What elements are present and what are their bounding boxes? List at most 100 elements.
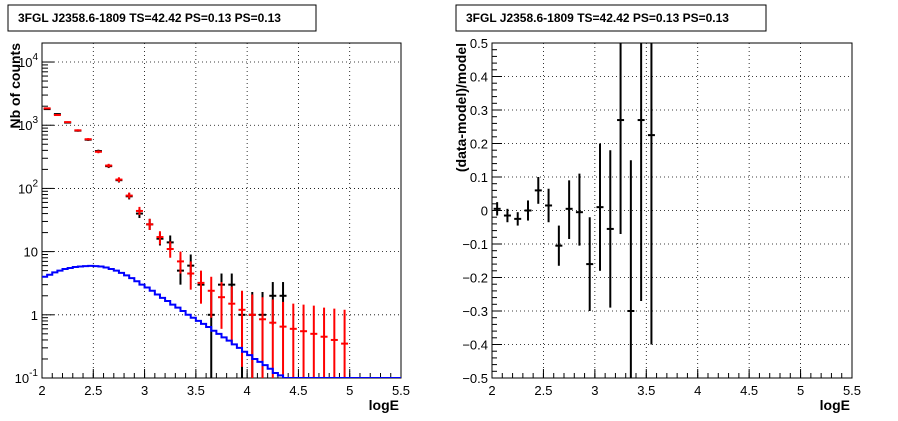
data-point [156,231,164,245]
y-tick-label: 102 [18,178,38,196]
data-point [493,202,501,216]
data-point [187,261,195,290]
data-point [207,276,215,318]
y-tick-base: 1 [31,308,38,323]
data-point [269,299,277,378]
y-tick-base: 10 [18,181,32,196]
data-point [575,173,583,246]
y-tick-label: 0.1 [470,170,488,185]
data-point [534,177,542,204]
data-point [647,43,655,345]
y-tick-exponent: 3 [32,115,38,126]
data-point [514,212,522,226]
data-point [586,217,594,311]
x-tick-label: 3.5 [187,383,205,398]
data-point [545,188,553,223]
y-tick-label: 0.5 [470,36,488,51]
x-tick-label: 5.5 [392,383,410,398]
x-tick-label: 4 [694,383,701,398]
data-point [341,309,349,378]
data-point [300,304,308,378]
x-tick-label: 2.5 [84,383,102,398]
x-tick-label: 3.5 [637,383,655,398]
x-tick-label: 4 [244,383,251,398]
data-point [524,200,532,221]
data-point [289,303,297,378]
y-axis-label: (data-model)/model [453,43,469,172]
data-point [135,206,143,215]
data-point [606,150,614,308]
x-axis-label: logE [820,397,850,413]
y-tick-label: 0.3 [470,103,488,118]
y-tick-label: −0.1 [462,237,488,252]
data-point [166,241,174,258]
y-tick-exponent: 2 [32,178,38,189]
y-tick-base: 10 [24,245,38,260]
data-point [105,163,113,168]
data-point [43,107,51,110]
y-tick-exponent: 4 [32,52,38,63]
data-point [197,270,205,304]
chart-title-box [455,4,767,32]
y-tick-label: 10 [24,245,38,260]
y-tick-label: −0.5 [462,371,488,386]
y-tick-label: 104 [18,52,38,70]
data-point [330,308,338,378]
x-axis-label: logE [369,397,399,413]
data-point [53,114,61,117]
x-tick-label: 5.5 [843,383,861,398]
data-point [125,192,133,199]
y-tick-label: 1 [31,308,38,323]
x-tick-label: 5 [346,383,353,398]
chart-title-box [7,4,317,32]
data-point [279,301,287,378]
model-histogram-line [42,264,401,378]
chart-title: 3FGL J2358.6-1809 TS=42.42 PS=0.13 PS=0.… [466,11,729,25]
data-point [637,43,645,301]
data-point [228,286,236,344]
data-point [565,180,573,239]
data-point [617,43,625,234]
data-point [596,143,604,271]
x-tick-label: 2 [38,383,45,398]
y-tick-exponent: -1 [29,368,38,379]
data-point [84,138,92,141]
x-tick-label: 2 [488,383,495,398]
spectrum-panel: 3FGL J2358.6-1809 TS=42.42 PS=0.13 PS=0.… [7,4,410,413]
plot-area [493,43,655,378]
x-tick-label: 3 [591,383,598,398]
y-tick-base: 10 [15,371,29,386]
y-tick-label: 0.2 [470,137,488,152]
data-point [320,307,328,378]
data-point [64,121,72,124]
y-tick-base: 10 [18,55,32,70]
data-point [627,160,635,378]
x-tick-label: 4.5 [740,383,758,398]
data-point [555,225,563,266]
data-point [94,150,102,154]
residuals-panel: 3FGL J2358.6-1809 TS=42.42 PS=0.13 PS=0.… [453,4,861,413]
data-point [503,208,511,223]
y-tick-label: −0.3 [462,304,488,319]
y-tick-label: 0 [481,204,488,219]
plot-area [42,107,401,378]
chart-title: 3FGL J2358.6-1809 TS=42.42 PS=0.13 PS=0.… [18,11,281,25]
x-tick-label: 5 [797,383,804,398]
data-point [115,177,123,183]
y-axis-label: Nb of counts [7,43,23,129]
y-tick-label: −0.2 [462,271,488,286]
data-point [248,294,256,378]
data-point [310,305,318,378]
data-point [74,129,82,132]
x-tick-label: 4.5 [289,383,307,398]
y-tick-label: 103 [18,115,38,133]
y-tick-label: 0.4 [470,70,488,85]
data-point [218,282,225,329]
data-point [146,218,154,230]
y-tick-label: −0.4 [462,338,488,353]
data-point [176,251,184,274]
y-tick-base: 10 [18,118,32,133]
data-point [238,290,246,367]
y-tick-label: 10-1 [15,368,39,386]
